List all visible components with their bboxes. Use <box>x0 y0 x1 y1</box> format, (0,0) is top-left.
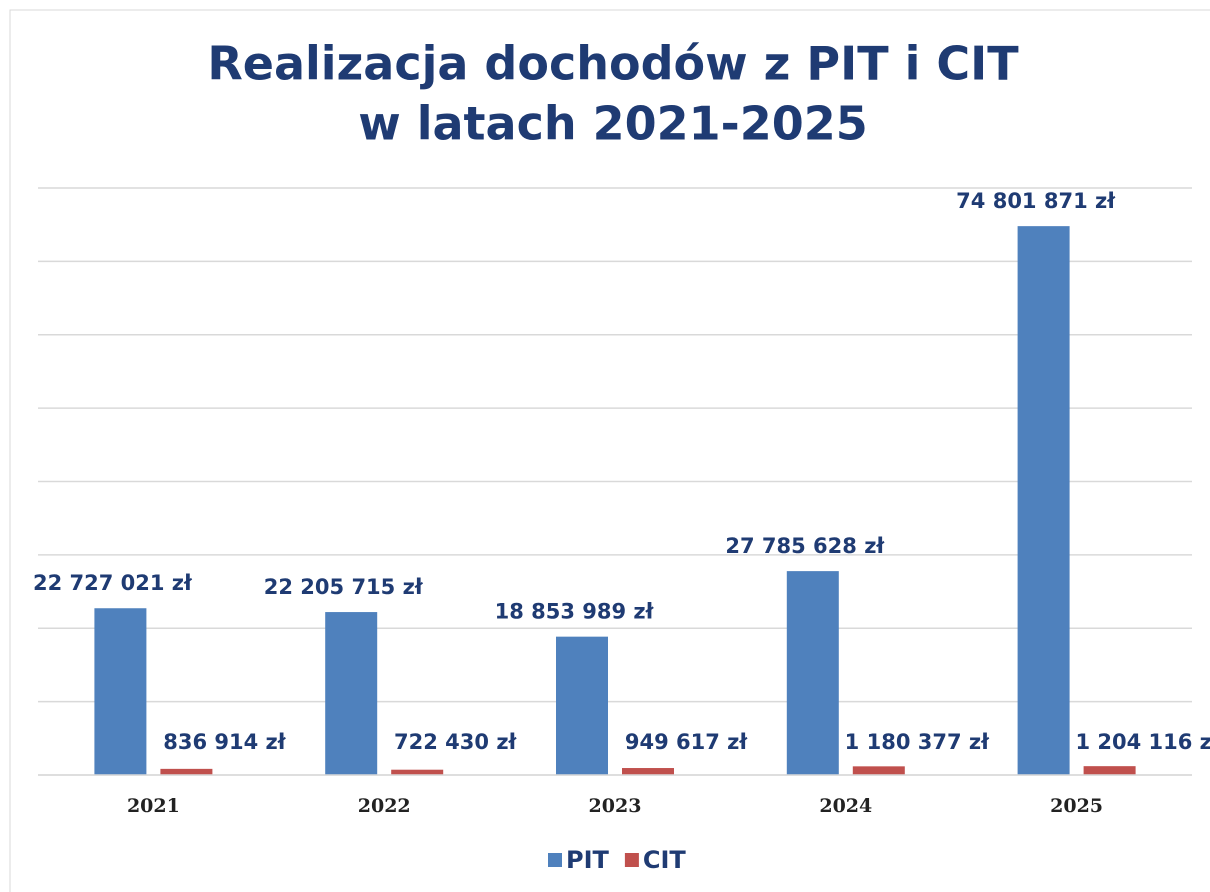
bar <box>622 768 674 775</box>
data-label: 27 785 628 zł <box>725 534 885 558</box>
data-label: 836 914 zł <box>163 730 287 754</box>
legend-label: PIT <box>566 846 610 874</box>
bar <box>786 571 839 775</box>
bar <box>1083 766 1136 775</box>
legend-swatch <box>548 853 562 867</box>
data-label: 722 430 zł <box>394 730 518 754</box>
bar <box>1017 226 1070 776</box>
data-label: 18 853 989 zł <box>495 600 655 624</box>
chart-frame <box>9 9 1210 892</box>
legend-label: CIT <box>643 846 687 874</box>
chart-title: Realizacja dochodów z PIT i CIT <box>207 37 1019 91</box>
data-label: 1 204 116 zł <box>1075 730 1210 754</box>
bar <box>556 636 608 775</box>
bar <box>94 608 147 775</box>
chart-subtitle: w latach 2021-2025 <box>358 97 868 151</box>
data-label: 1 180 377 zł <box>845 730 990 754</box>
data-label: 949 617 zł <box>625 730 749 754</box>
bar <box>325 612 378 775</box>
bar <box>391 769 444 775</box>
data-label: 22 205 715 zł <box>264 575 424 599</box>
bar <box>160 768 213 775</box>
x-tick-label: 2025 <box>1050 795 1103 817</box>
data-label: 74 801 871 zł <box>956 189 1116 213</box>
x-tick-label: 2023 <box>589 795 642 817</box>
bar <box>852 766 905 775</box>
x-tick-label: 2022 <box>358 795 411 817</box>
x-tick-label: 2021 <box>127 795 180 817</box>
x-tick-label: 2024 <box>819 795 872 817</box>
legend-swatch <box>624 853 639 867</box>
data-label: 22 727 021 zł <box>33 571 193 595</box>
